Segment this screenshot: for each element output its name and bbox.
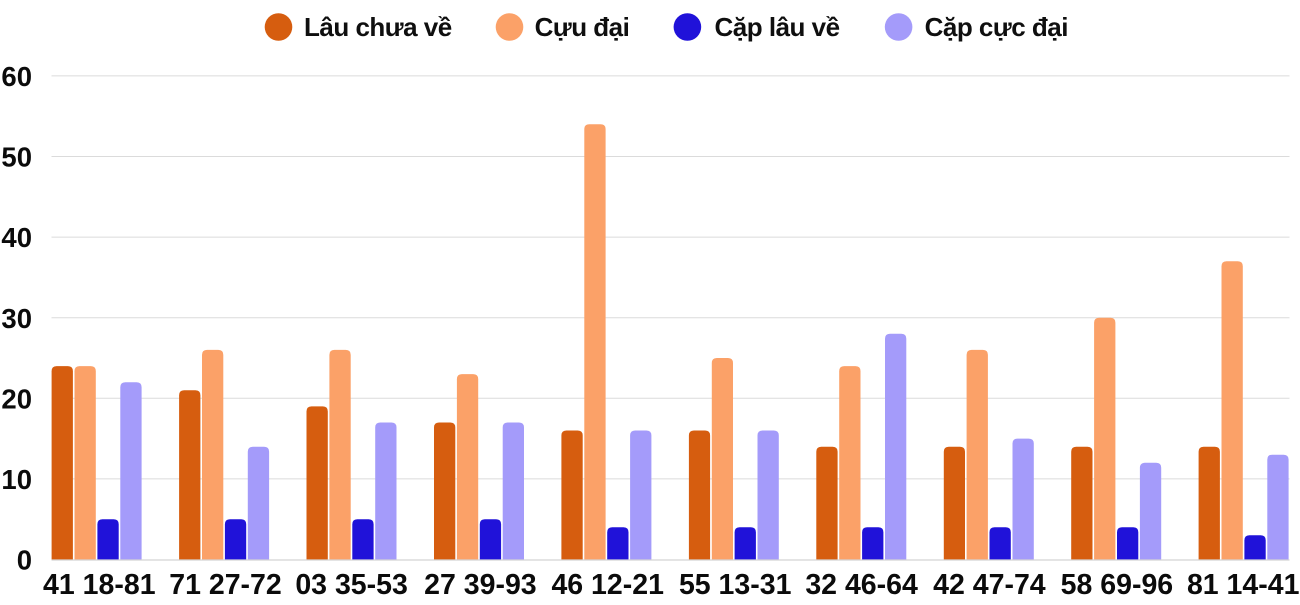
svg-text:81 14-41: 81 14-41 (1187, 569, 1300, 600)
svg-text:Lâu chưa về: Lâu chưa về (304, 12, 452, 42)
svg-text:55 13-31: 55 13-31 (679, 569, 792, 600)
svg-text:10: 10 (1, 464, 32, 495)
svg-text:58 69-96: 58 69-96 (1061, 569, 1174, 600)
svg-text:32 46-64: 32 46-64 (805, 569, 918, 600)
svg-text:41 18-81: 41 18-81 (43, 569, 156, 600)
svg-text:46 12-21: 46 12-21 (551, 569, 664, 600)
svg-text:03 35-53: 03 35-53 (295, 569, 408, 600)
svg-text:60: 60 (1, 61, 32, 92)
svg-text:27 39-93: 27 39-93 (424, 569, 537, 600)
svg-text:0: 0 (17, 545, 32, 576)
svg-text:71 27-72: 71 27-72 (169, 569, 282, 600)
svg-text:20: 20 (1, 383, 32, 414)
svg-text:50: 50 (1, 142, 32, 173)
svg-text:42 47-74: 42 47-74 (933, 569, 1046, 600)
svg-text:30: 30 (1, 303, 32, 334)
svg-text:Cựu đại: Cựu đại (535, 12, 630, 42)
svg-text:Cặp cực đại: Cặp cực đại (925, 12, 1068, 42)
svg-text:Cặp lâu về: Cặp lâu về (715, 12, 840, 42)
svg-text:40: 40 (1, 222, 32, 253)
